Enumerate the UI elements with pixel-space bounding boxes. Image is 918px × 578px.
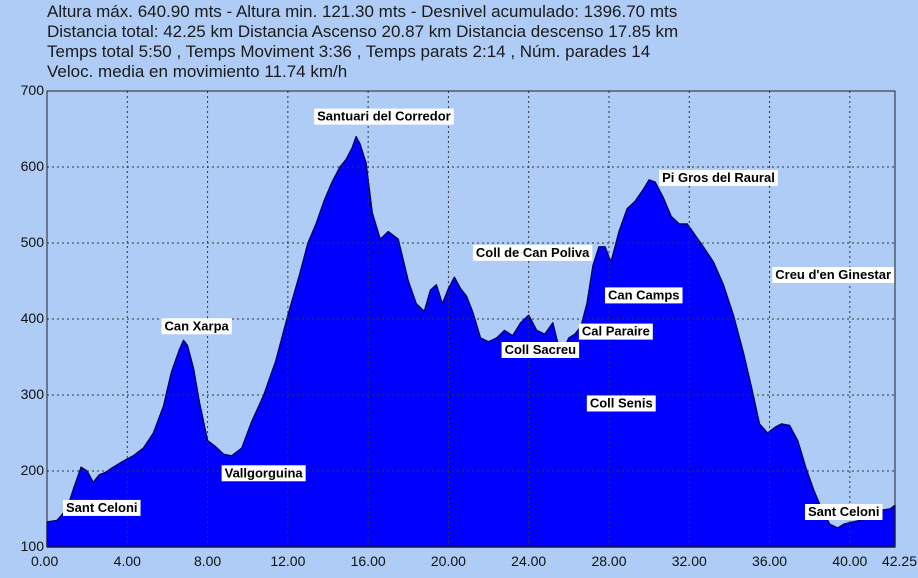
waypoint-label-text: Coll de Can Poliva xyxy=(476,245,590,260)
waypoint-label-box xyxy=(772,267,895,283)
waypoint-label-text: Santuari del Corredor xyxy=(317,109,451,124)
waypoint-label: Cal Paraire xyxy=(578,323,653,340)
x-tick-label: 12.00 xyxy=(270,553,305,569)
y-tick-label: 300 xyxy=(21,386,45,402)
waypoint-label-box xyxy=(604,287,683,304)
waypoint-label-text: Cal Paraire xyxy=(582,324,650,339)
waypoint-label: Sant Celoni xyxy=(804,504,883,520)
route-stats: Altura máx. 640.90 mts - Altura min. 121… xyxy=(47,2,907,82)
y-tick-label: 600 xyxy=(21,158,45,174)
waypoint-label-box xyxy=(472,244,593,261)
y-tick-label: 700 xyxy=(21,82,45,98)
plot-frame xyxy=(46,90,896,548)
y-tick-label: 200 xyxy=(21,462,45,478)
waypoint-label: Coll Senis xyxy=(586,395,656,412)
waypoint-label: Vallgorguina xyxy=(221,465,306,482)
waypoint-label: Can Camps xyxy=(604,287,683,304)
x-tick-label: 36.00 xyxy=(752,553,787,569)
waypoint-label: Coll Sacreu xyxy=(501,342,580,358)
x-tick-label: 8.00 xyxy=(194,553,221,569)
x-tick-label: 16.00 xyxy=(351,553,386,569)
waypoint-label-text: Pi Gros del Raural xyxy=(662,170,775,185)
waypoint-label-text: Sant Celoni xyxy=(66,500,138,515)
waypoint-label-text: Coll Senis xyxy=(590,395,653,410)
x-tick-label: 32.00 xyxy=(672,553,707,569)
waypoint-label: Santuari del Corredor xyxy=(314,108,454,125)
y-tick-label: 400 xyxy=(21,310,45,326)
stats-line-time: Temps total 5:50 , Temps Moviment 3:36 ,… xyxy=(47,42,651,61)
waypoint-label-box xyxy=(659,169,778,186)
waypoint-label-box xyxy=(501,342,580,358)
waypoint-label: Creu d'en Ginestar xyxy=(772,267,895,283)
waypoint-label-text: Sant Celoni xyxy=(808,504,880,519)
waypoint-label: Can Xarpa xyxy=(161,318,232,335)
waypoint-label-text: Creu d'en Ginestar xyxy=(775,267,891,282)
x-tick-label: 0.00 xyxy=(31,553,58,569)
waypoint-label-box xyxy=(314,108,454,125)
waypoint-label: Coll de Can Poliva xyxy=(472,244,593,261)
x-tick-label: 40.00 xyxy=(832,553,867,569)
waypoint-label-text: Can Xarpa xyxy=(164,318,229,333)
x-tick-label: 42.25 xyxy=(882,553,917,569)
waypoint-label-box xyxy=(578,323,653,340)
elevation-area xyxy=(46,135,896,548)
stats-line-distance: Distancia total: 42.25 km Distancia Asce… xyxy=(47,22,679,41)
y-tick-label: 100 xyxy=(21,538,45,554)
waypoint-label: Sant Celoni xyxy=(63,499,141,516)
waypoint-label-box xyxy=(161,318,232,335)
waypoint-label-box xyxy=(221,465,306,482)
waypoint-label: Pi Gros del Raural xyxy=(659,169,778,186)
stats-line-speed: Veloc. media en movimiento 11.74 km/h xyxy=(47,62,348,81)
x-tick-label: 20.00 xyxy=(431,553,466,569)
waypoint-label-text: Coll Sacreu xyxy=(505,342,577,357)
stats-line-elevation: Altura máx. 640.90 mts - Altura min. 121… xyxy=(47,2,678,21)
waypoint-label-text: Can Camps xyxy=(608,287,680,302)
x-tick-label: 28.00 xyxy=(591,553,626,569)
waypoint-label-box xyxy=(804,504,883,520)
waypoint-label-box xyxy=(586,395,656,412)
waypoint-label-box xyxy=(63,499,141,516)
x-tick-label: 24.00 xyxy=(511,553,546,569)
x-tick-label: 4.00 xyxy=(114,553,141,569)
y-tick-label: 500 xyxy=(21,234,45,250)
waypoint-label-text: Vallgorguina xyxy=(225,465,304,480)
